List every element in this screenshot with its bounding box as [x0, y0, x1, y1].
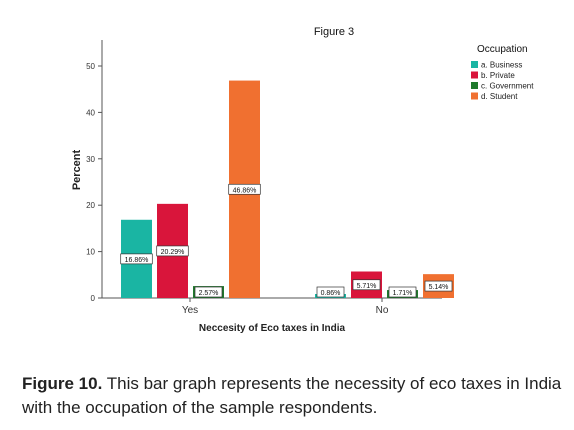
y-tick-label: 10 — [86, 248, 95, 257]
data-label-box — [316, 286, 345, 298]
y-tick-label: 50 — [86, 62, 95, 71]
legend-label: d. Student — [481, 92, 518, 101]
data-label-box — [424, 280, 453, 292]
figure-caption: Figure 10. This bar graph represents the… — [22, 372, 562, 420]
y-axis-label: Percent — [71, 149, 83, 190]
y-tick-label: 30 — [86, 155, 95, 164]
x-tick-label: Yes — [182, 305, 198, 316]
legend-swatch — [471, 92, 478, 100]
data-label: 1.71% — [393, 290, 413, 297]
y-tick-label: 40 — [86, 108, 95, 117]
x-tick-label: No — [376, 305, 389, 316]
legend-swatch — [471, 71, 478, 79]
chart-figure: Figure 3 0 10 20 30 40 50 Percent Yes 16.86% 20.29… — [71, 26, 534, 334]
legend-label: a. Business — [481, 61, 522, 70]
data-label: 0.86% — [321, 290, 341, 297]
legend-swatch — [471, 82, 478, 89]
y-tick-label: 0 — [91, 294, 96, 303]
y-tick-label: 20 — [86, 201, 95, 210]
data-label-box — [156, 245, 189, 257]
caption-label: Figure 10. — [22, 374, 103, 393]
x-axis-label: Neccesity of Eco taxes in India — [199, 323, 346, 334]
data-label: 46.86% — [233, 187, 257, 194]
data-label-box — [228, 183, 261, 195]
data-label: 5.71% — [357, 283, 377, 290]
legend-label: c. Government — [481, 82, 534, 91]
data-label-box — [194, 286, 223, 298]
legend-title: Occupation — [477, 44, 528, 55]
data-label: 20.29% — [161, 249, 185, 256]
data-label: 5.14% — [429, 284, 449, 291]
legend-label: b. Private — [481, 71, 515, 80]
legend-swatch — [471, 61, 478, 68]
chart-title: Figure 3 — [314, 26, 354, 38]
bar-chart: Figure 3 0 10 20 30 40 50 Percent Yes 16.86% 20.29… — [71, 26, 534, 334]
data-label: 16.86% — [125, 257, 149, 264]
data-label-box — [388, 286, 417, 298]
data-label-box — [120, 253, 153, 265]
caption-text: This bar graph represents the necessity … — [22, 374, 562, 417]
data-label-box — [352, 279, 381, 291]
data-label: 2.57% — [199, 290, 219, 297]
